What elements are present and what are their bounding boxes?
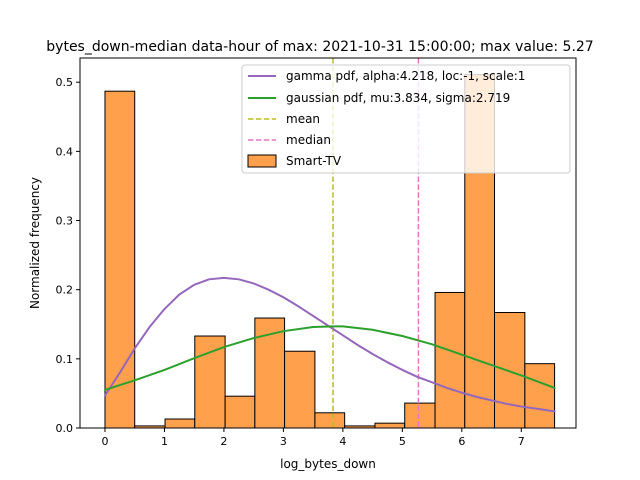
histogram-bar-2 <box>164 418 196 429</box>
histogram-bar-14 <box>524 363 556 429</box>
chart-title: bytes_down-median data-hour of max: 2021… <box>46 39 593 55</box>
y-tick-label-5: 0.5 <box>56 76 74 89</box>
x-tick-label-2: 2 <box>220 435 227 448</box>
histogram-bar-10 <box>404 402 436 429</box>
histogram-bar-9 <box>374 422 406 429</box>
legend-label-3: median <box>286 133 331 147</box>
reference-lines <box>332 58 420 428</box>
legend: gamma pdf, alpha:4.218, loc:-1, scale:1 g… <box>241 64 571 174</box>
histogram-bar-11 <box>434 291 466 429</box>
y-tick-label-2: 0.2 <box>56 284 74 297</box>
legend-label-4: Smart-TV <box>286 154 342 168</box>
legend-label-2: mean <box>286 112 320 126</box>
y-axis-ticks: 0.0 0.1 0.2 0.3 0.4 0.5 <box>56 76 80 435</box>
x-axis-ticks: 0 1 2 3 4 5 6 7 <box>101 428 525 448</box>
y-tick-label-1: 0.1 <box>56 353 74 366</box>
y-tick-label-3: 0.3 <box>56 215 74 228</box>
x-tick-label-5: 5 <box>399 435 406 448</box>
histogram-bar-3 <box>194 335 226 429</box>
legend-label-1: gaussian pdf, mu:3.834, sigma:2.719 <box>286 91 510 105</box>
y-axis-label: Normalized frequency <box>28 177 42 309</box>
histogram-bar-7 <box>314 412 346 429</box>
legend-label-0: gamma pdf, alpha:4.218, loc:-1, scale:1 <box>286 69 525 83</box>
plot-area-frame <box>79 57 577 429</box>
x-tick-label-4: 4 <box>339 435 346 448</box>
histogram-bar-13 <box>494 312 526 429</box>
x-axis-label: log_bytes_down <box>280 457 376 471</box>
x-tick-label-3: 3 <box>280 435 287 448</box>
histogram-bar-6 <box>284 350 316 429</box>
x-tick-label-0: 0 <box>101 435 108 448</box>
legend-swatch-4 <box>247 154 277 168</box>
legend-box <box>241 64 571 174</box>
y-tick-label-4: 0.4 <box>56 145 74 158</box>
x-tick-label-7: 7 <box>518 435 525 448</box>
x-tick-label-1: 1 <box>161 435 168 448</box>
y-tick-label-0: 0.0 <box>56 422 74 435</box>
series-line-1 <box>103 325 556 391</box>
histogram-bar-4 <box>224 395 256 429</box>
pdf-curves <box>103 276 556 413</box>
histogram-bar-0 <box>104 90 136 429</box>
x-tick-label-6: 6 <box>458 435 465 448</box>
